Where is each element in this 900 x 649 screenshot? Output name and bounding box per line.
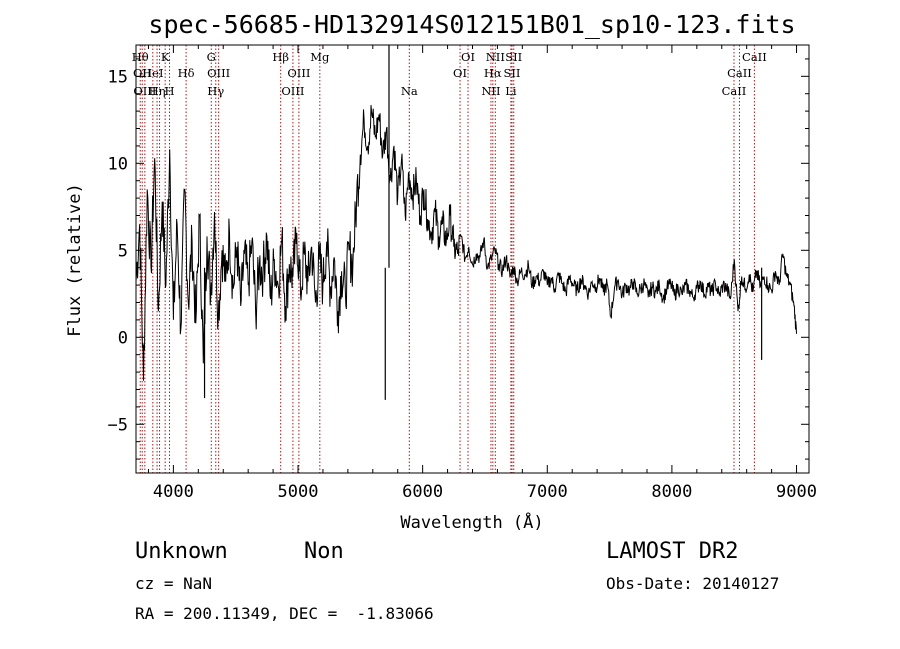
x-tick-label: 6000: [402, 482, 443, 502]
spectral-line-label: OIII: [207, 66, 230, 80]
spectrum-line: [135, 105, 797, 381]
x-tick-label: 7000: [527, 482, 568, 502]
spectral-line-label: Hα: [484, 66, 502, 80]
y-tick-label: 10: [108, 154, 128, 174]
spectral-line-label: Hγ: [207, 84, 224, 98]
spectral-line-markers: [139, 45, 755, 473]
spectral-line-label: Mg: [310, 50, 330, 64]
y-tick-label: 5: [118, 241, 128, 261]
x-axis: 4000 5000 6000 7000 8000 9000: [147, 45, 817, 502]
spectral-line-label: G: [207, 50, 216, 64]
spectral-line-label: OIII: [281, 84, 304, 98]
spectral-line-label: CaII: [722, 84, 747, 98]
spectral-line-label: HeI: [142, 66, 163, 80]
x-axis-label: Wavelength (Å): [400, 511, 543, 533]
spectral-line-label: Hθ: [132, 50, 149, 64]
coordinates: RA = 200.11349, DEC = -1.83066: [135, 604, 434, 623]
spectral-line-label: Hβ: [272, 50, 289, 64]
y-tick-label: −5: [108, 415, 128, 435]
spectral-line-label: Na: [401, 84, 418, 98]
object-class: Unknown: [135, 539, 228, 564]
chart-title: spec-56685-HD132914S012151B01_sp10-123.f…: [148, 10, 795, 39]
survey-name: LAMOST DR2: [606, 539, 739, 564]
spectral-line-label: SII: [505, 50, 522, 64]
spectral-line-label: H: [165, 84, 175, 98]
spectral-line-label: NII: [481, 84, 500, 98]
spectral-line-label: CaII: [742, 50, 767, 64]
redshift-cz: cz = NaN: [135, 574, 213, 593]
observation-date: Obs-Date: 20140127: [606, 574, 780, 593]
spectral-line-label: OIII: [133, 84, 156, 98]
x-tick-label: 8000: [651, 482, 692, 502]
spectral-line-label: OI: [461, 50, 475, 64]
x-tick-label: 9000: [776, 482, 817, 502]
spectral-line-label: CaII: [727, 66, 752, 80]
x-tick-label: 5000: [278, 482, 319, 502]
spectral-line-label: OIII: [287, 66, 310, 80]
spectral-line-label: Li: [505, 84, 517, 98]
y-axis: −5 0 5 10 15: [108, 58, 809, 460]
x-tick-label: 4000: [153, 482, 194, 502]
spectral-line-label: Hδ: [178, 66, 195, 80]
spectral-line-label: SII: [504, 66, 521, 80]
spectral-line-labels: HθOIIOIIIHeIHηKHHδGHγOIIIHβOIIIOIIIMgNaO…: [132, 50, 767, 98]
spectral-line-label: K: [161, 50, 170, 64]
spectral-line-label: Hη: [149, 84, 166, 98]
spectral-line-label: NII: [486, 50, 505, 64]
y-axis-label: Flux (relative): [65, 183, 85, 337]
y-tick-label: 15: [108, 67, 128, 87]
y-tick-label: 0: [118, 328, 128, 348]
object-subclass: Non: [304, 539, 344, 564]
spectrum-series: [135, 45, 797, 400]
spectral-line-label: OI: [453, 66, 467, 80]
